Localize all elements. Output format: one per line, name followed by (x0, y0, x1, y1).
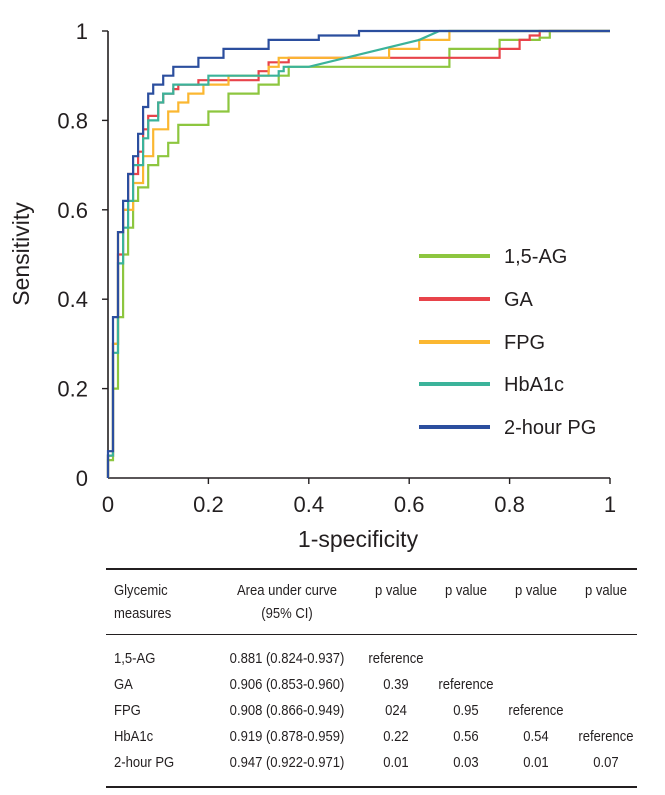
y-axis-title: Sensitivity (8, 202, 34, 306)
axes (107, 31, 610, 479)
legend-label: FPG (504, 332, 545, 354)
y-tick-label: 0.6 (57, 198, 88, 223)
header-p-value-3: p value (514, 583, 558, 599)
y-tick-label: 0.8 (57, 108, 88, 133)
table-row-label: GA (114, 677, 133, 693)
legend-label: 1,5-AG (504, 246, 567, 268)
table-cell: 0.22 (383, 729, 409, 745)
table-header-rule (106, 634, 637, 635)
x-tick-label: 0 (102, 492, 114, 517)
table-cell: 0.906 (0.853-0.960) (229, 677, 345, 693)
y-tick-label: 1 (76, 19, 88, 44)
series-line-1-5-ag (106, 29, 610, 478)
legend-label: 2-hour PG (504, 417, 596, 439)
table-cell: 024 (385, 703, 407, 719)
header-auc: Area under curve (95% CI) (236, 583, 338, 622)
x-tick-label: 0.4 (294, 492, 325, 517)
table-cell: reference (368, 651, 424, 667)
table-top-rule (106, 568, 637, 570)
table-cell: reference (508, 703, 564, 719)
table-cell: 0.56 (453, 729, 479, 745)
x-tick-label: 0.8 (494, 492, 525, 517)
header-p-value-2: p value (444, 583, 488, 599)
series-line-2-hour-pg (106, 29, 610, 478)
table-cell: 0.03 (453, 755, 479, 771)
table-cell: reference (438, 677, 494, 693)
x-tick-label: 0.2 (193, 492, 224, 517)
table-row-label: 1,5-AG (114, 651, 156, 667)
legend-label: HbA1c (504, 374, 564, 396)
y-tick-label: 0.2 (57, 377, 88, 402)
legend: 1,5-AG GA FPG HbA1c 2-hour PG (419, 246, 596, 439)
table-cell: 0.07 (593, 755, 619, 771)
x-axis-title: 1-specificity (298, 526, 419, 552)
table-bottom-rule (106, 786, 637, 788)
table-row-label: HbA1c (114, 729, 154, 745)
y-tick-label: 0 (76, 466, 88, 491)
roc-chart: 0 0.2 0.4 0.6 0.8 1 0 0.2 0.4 0.6 0.8 1 1-specifici… (8, 19, 616, 552)
table-row-label: 2-hour PG (114, 755, 175, 771)
table-cell: reference (578, 729, 634, 745)
table-cell: 0.54 (523, 729, 549, 745)
table-cell: 0.95 (453, 703, 479, 719)
table-cell: 0.39 (383, 677, 409, 693)
roc-curves (106, 29, 610, 478)
legend-label: GA (504, 289, 534, 311)
header-measures: Glycemic measures (114, 583, 172, 622)
header-p-value-4: p value (584, 583, 628, 599)
y-tick-label: 0.4 (57, 287, 88, 312)
table-cell: 0.908 (0.866-0.949) (229, 703, 345, 719)
x-tick-label: 1 (604, 492, 616, 517)
header-p-value-1: p value (374, 583, 418, 599)
table-cell: 0.947 (0.922-0.971) (229, 755, 345, 771)
x-tick-label: 0.6 (394, 492, 425, 517)
tick-labels: 0 0.2 0.4 0.6 0.8 1 0 0.2 0.4 0.6 0.8 1 (57, 19, 616, 517)
table-cell: 0.01 (523, 755, 549, 771)
table-cell: 0.01 (383, 755, 409, 771)
table-row-label: FPG (114, 703, 141, 719)
table-cell: 0.881 (0.824-0.937) (229, 651, 345, 667)
table-cell: 0.919 (0.878-0.959) (229, 729, 345, 745)
tick-marks (102, 30, 611, 484)
